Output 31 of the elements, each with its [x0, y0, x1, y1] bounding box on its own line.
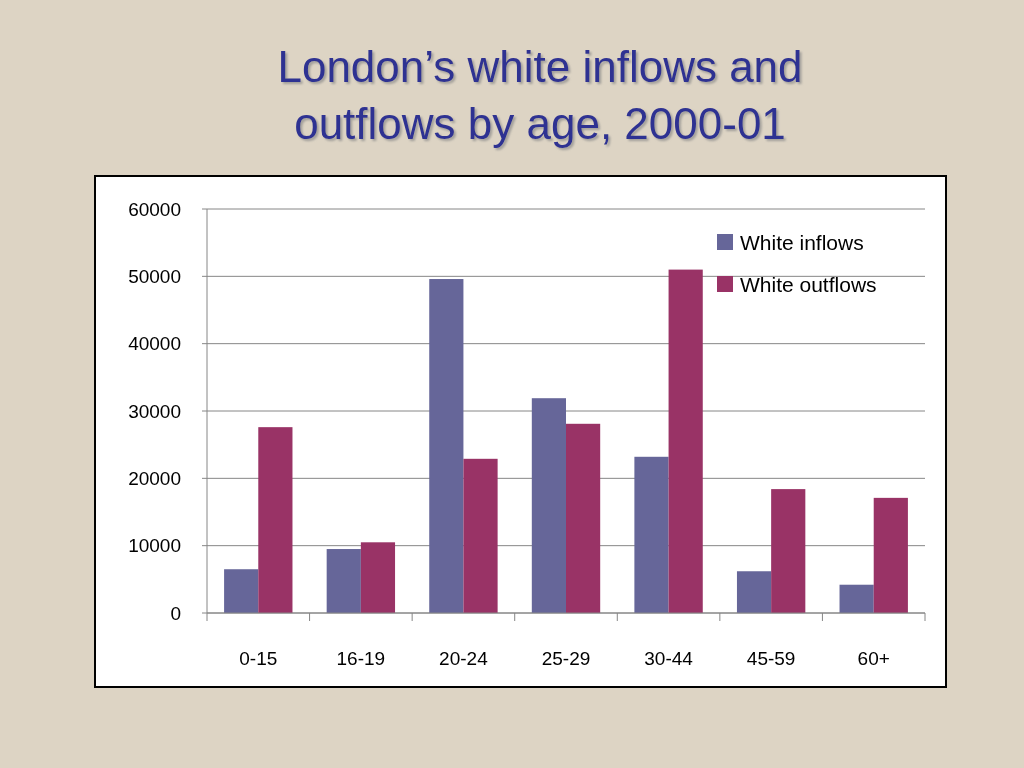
- bar: [634, 456, 669, 613]
- x-tick-label: 25-29: [541, 648, 591, 669]
- bar: [736, 571, 772, 613]
- y-tick-label: 40000: [128, 333, 181, 355]
- bar: [668, 269, 703, 613]
- chart-title: London’s white inflows and outflows by age, 2000-01: [277, 42, 803, 148]
- y-tick-label: 30000: [128, 400, 181, 422]
- y-tick-label: 50000: [128, 265, 181, 287]
- bar: [429, 279, 464, 613]
- bar: [326, 549, 361, 613]
- y-tick-label: 10000: [128, 535, 181, 557]
- x-tick-label: 30-44: [644, 648, 694, 669]
- y-tick-label: 20000: [128, 467, 181, 489]
- bar: [258, 427, 293, 613]
- y-tick-label: 60000: [128, 198, 181, 220]
- x-tick-label: 20-24: [439, 648, 489, 669]
- y-tick-label: 0: [170, 602, 181, 624]
- x-tick-label: 60+: [857, 648, 890, 669]
- bar: [463, 458, 498, 613]
- x-tick-label: 16-19: [336, 648, 386, 669]
- bar: [771, 489, 806, 613]
- x-tick-label: 0-15: [239, 648, 278, 669]
- legend-label: White inflows: [740, 231, 864, 255]
- bar: [531, 398, 566, 613]
- bar: [224, 569, 259, 613]
- bar: [873, 497, 908, 613]
- bar: [360, 542, 396, 613]
- legend-label: White outflows: [740, 273, 877, 297]
- bar: [839, 584, 874, 613]
- bar: [566, 423, 601, 613]
- x-tick-label: 45-59: [746, 648, 796, 669]
